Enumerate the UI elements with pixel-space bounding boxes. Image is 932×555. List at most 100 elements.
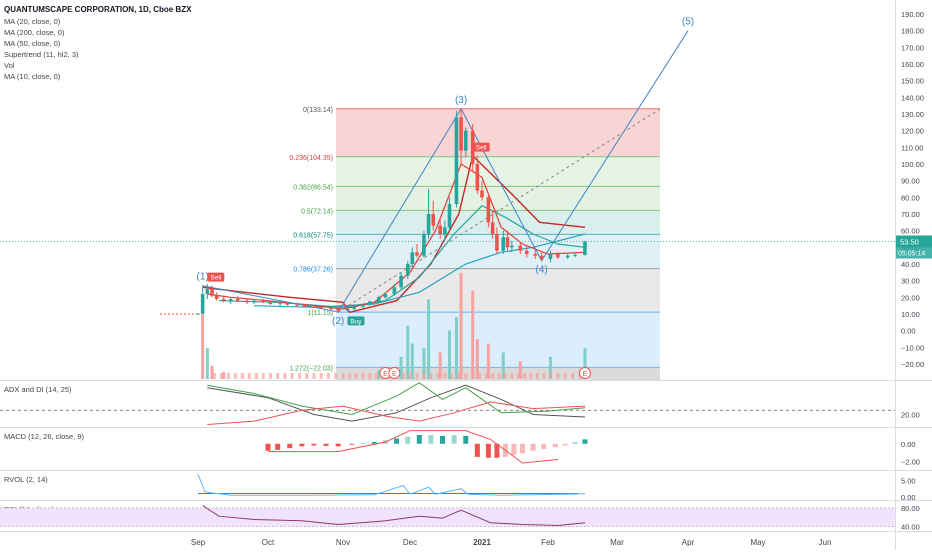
candle[interactable]: [415, 244, 419, 258]
candle[interactable]: [556, 252, 560, 259]
indicator-legend-item[interactable]: MA (10, close, 0): [4, 72, 61, 81]
candle[interactable]: [261, 299, 266, 304]
candle[interactable]: [228, 297, 233, 304]
candle[interactable]: [368, 300, 372, 306]
candle[interactable]: [480, 180, 484, 201]
indicator-legend-item[interactable]: MA (20, close, 0): [4, 17, 61, 26]
candle[interactable]: [443, 220, 447, 241]
volume-bar: [571, 373, 575, 379]
fib-zone[interactable]: [336, 186, 660, 211]
candle[interactable]: [345, 308, 350, 312]
candle[interactable]: [200, 285, 205, 314]
volume-bar: [535, 373, 539, 379]
supertrend-line[interactable]: [202, 154, 586, 314]
candle[interactable]: [422, 230, 426, 258]
panel-title: MACD (12, 26, close, 9): [4, 432, 85, 441]
candle[interactable]: [475, 155, 480, 194]
candle[interactable]: [438, 217, 442, 239]
sell-signal[interactable]: Sell: [207, 272, 225, 282]
price-axis-tick: 30.00: [901, 277, 920, 286]
macd-histogram-bar: [311, 443, 317, 446]
candle[interactable]: [583, 240, 587, 256]
candle[interactable]: [459, 108, 463, 164]
indicator-legend-item[interactable]: Vol: [4, 61, 15, 70]
countdown-tag[interactable]: 05:05:14: [896, 247, 932, 259]
candle[interactable]: [454, 110, 459, 208]
candle[interactable]: [539, 252, 544, 261]
candle[interactable]: [383, 292, 388, 299]
indicator-legend-item[interactable]: MA (200, close, 0): [4, 28, 65, 37]
candle[interactable]: [302, 304, 307, 308]
volume-bar: [436, 373, 440, 379]
candle[interactable]: [524, 245, 529, 258]
fib-zone[interactable]: [336, 312, 660, 368]
rvol-line[interactable]: [197, 474, 586, 496]
price-axis-tick: −10.00: [901, 343, 924, 352]
candle[interactable]: [336, 307, 340, 312]
fib-zone[interactable]: [336, 156, 660, 187]
panel-axis-tick: 5.00: [901, 477, 916, 486]
time-axis-label: Nov: [336, 538, 350, 547]
candle[interactable]: [278, 301, 282, 306]
candle-body: [268, 302, 273, 304]
candle[interactable]: [214, 292, 219, 301]
indicator-legend-item[interactable]: Supertrend (11, hl2, 3): [4, 50, 79, 59]
adx-line[interactable]: [207, 384, 586, 422]
candle[interactable]: [196, 313, 200, 315]
candle[interactable]: [361, 304, 365, 309]
candle[interactable]: [490, 210, 495, 239]
candle[interactable]: [329, 306, 333, 310]
candle[interactable]: [518, 242, 523, 254]
candle[interactable]: [285, 302, 290, 306]
candle[interactable]: [295, 303, 299, 307]
buy-signal[interactable]: Buy: [347, 316, 365, 326]
candle[interactable]: [205, 284, 210, 299]
candle[interactable]: [235, 295, 240, 303]
macd-signal-line[interactable]: [268, 430, 558, 464]
candle[interactable]: [352, 305, 356, 310]
ma-mid-line[interactable]: [218, 204, 586, 308]
candle[interactable]: [447, 197, 452, 231]
earnings-marker[interactable]: E: [578, 367, 591, 379]
volume-bar: [290, 373, 294, 379]
last-price-tag[interactable]: 53.50: [896, 235, 932, 248]
fib-zone[interactable]: [336, 268, 660, 313]
rsi-band[interactable]: [0, 507, 895, 527]
candle[interactable]: [573, 252, 577, 258]
candle[interactable]: [505, 230, 510, 251]
fib-zone[interactable]: [336, 210, 660, 235]
indicator-legend-item[interactable]: MA (50, close, 0): [4, 39, 61, 48]
candle[interactable]: [268, 300, 273, 305]
sell-signal[interactable]: Sell: [472, 142, 490, 152]
candle[interactable]: [410, 247, 415, 268]
candle[interactable]: [426, 189, 431, 239]
candle[interactable]: [312, 304, 316, 309]
macd-histogram-bar: [335, 443, 341, 447]
di-minus-line[interactable]: [207, 401, 586, 425]
rsi-line[interactable]: [202, 505, 586, 527]
candle[interactable]: [319, 305, 324, 309]
candle[interactable]: [376, 295, 381, 303]
candle[interactable]: [221, 295, 226, 303]
candle[interactable]: [392, 284, 397, 296]
signal-label: Buy: [350, 318, 362, 325]
candle[interactable]: [486, 194, 491, 228]
candle[interactable]: [252, 299, 256, 304]
candle[interactable]: [405, 260, 410, 279]
candle[interactable]: [548, 250, 553, 263]
candle[interactable]: [210, 285, 214, 298]
candle[interactable]: [565, 254, 570, 259]
candle[interactable]: [510, 240, 514, 253]
candle[interactable]: [245, 299, 249, 304]
candle[interactable]: [399, 272, 403, 289]
earnings-marker[interactable]: E: [388, 367, 401, 379]
candle[interactable]: [431, 200, 436, 231]
candle[interactable]: [463, 127, 468, 158]
fib-zone[interactable]: [336, 108, 660, 157]
candle[interactable]: [495, 227, 499, 254]
di-plus-line[interactable]: [207, 382, 586, 416]
candle[interactable]: [533, 249, 538, 259]
candle[interactable]: [501, 230, 506, 254]
elliott-wave-label: (2): [332, 316, 344, 327]
